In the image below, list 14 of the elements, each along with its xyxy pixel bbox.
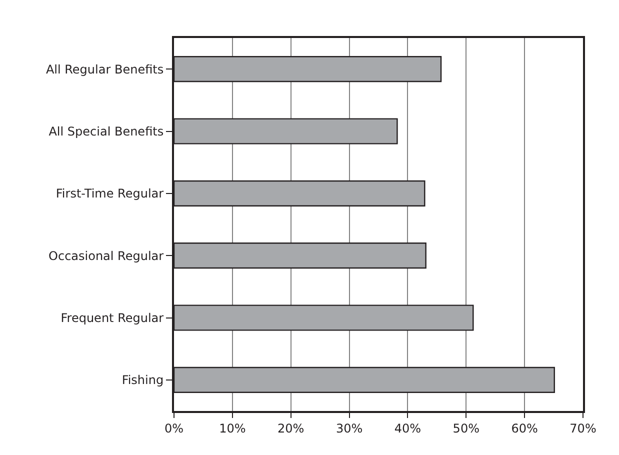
y-tick-label: Frequent Regular: [60, 310, 164, 325]
x-tick-label: 20%: [278, 421, 304, 436]
y-tick-label: Fishing: [122, 373, 164, 388]
x-tick-label: 40%: [394, 421, 422, 436]
x-tick-label: 60%: [511, 421, 538, 436]
x-tick-label: 0%: [164, 421, 184, 436]
x-tick-label: 10%: [219, 421, 246, 436]
x-tick-label: 70%: [570, 421, 596, 436]
x-tick-label: 50%: [452, 421, 480, 436]
y-tick-label: All Special Benefits: [48, 124, 164, 138]
y-tick-label: First-Time Regular: [56, 186, 164, 201]
y-tick-label: All Regular Benefits: [46, 62, 164, 76]
y-tick-label: Occasional Regular: [48, 248, 164, 263]
x-tick-label: 30%: [336, 421, 363, 436]
